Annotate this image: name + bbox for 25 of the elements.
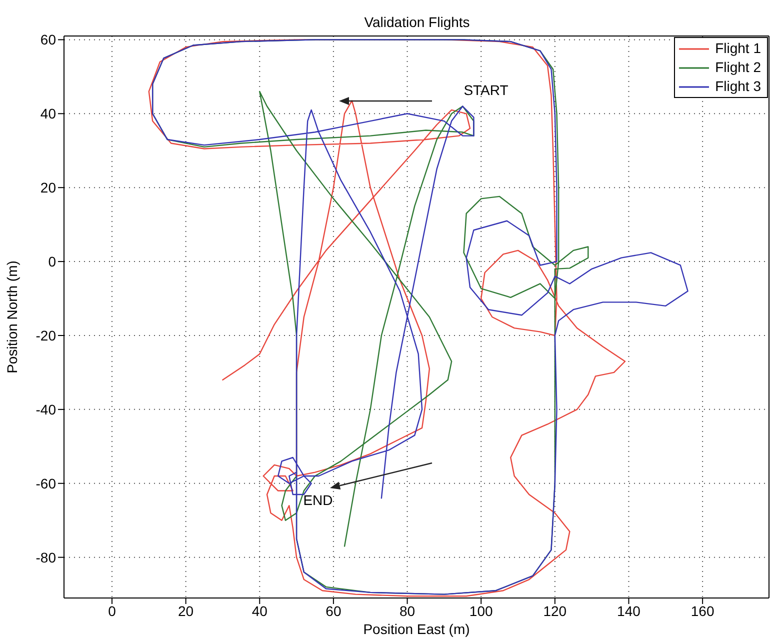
annotation: END: [303, 492, 333, 508]
x-tick-label: 0: [108, 602, 116, 619]
y-tick-label: -40: [36, 401, 56, 418]
x-tick-label: 160: [690, 602, 714, 619]
chart-title: Validation Flights: [363, 14, 471, 30]
y-tick-label: -80: [36, 549, 56, 566]
y-tick-label: 0: [48, 254, 56, 270]
x-tick-label: 60: [326, 602, 342, 619]
x-tick-label: 120: [543, 602, 567, 619]
y-tick-label: 20: [40, 180, 56, 196]
y-tick-label: 60: [40, 32, 56, 48]
x-tick-label: 40: [252, 602, 268, 619]
annotation: START: [464, 82, 509, 98]
y-tick-label: 40: [40, 106, 56, 122]
legend-label: Flight 1: [715, 39, 761, 58]
y-tick-label: -20: [36, 327, 56, 344]
x-tick-label: 100: [469, 602, 493, 619]
legend-label: Flight 2: [715, 58, 761, 77]
x-tick-label: 20: [178, 602, 194, 619]
y-axis-title: Position North (m): [4, 260, 20, 374]
x-axis-title: Position East (m): [363, 621, 470, 637]
legend-label: Flight 3: [715, 77, 761, 96]
x-tick-label: 140: [617, 602, 641, 619]
x-tick-label: 80: [399, 602, 416, 619]
y-tick-label: -60: [36, 475, 56, 492]
